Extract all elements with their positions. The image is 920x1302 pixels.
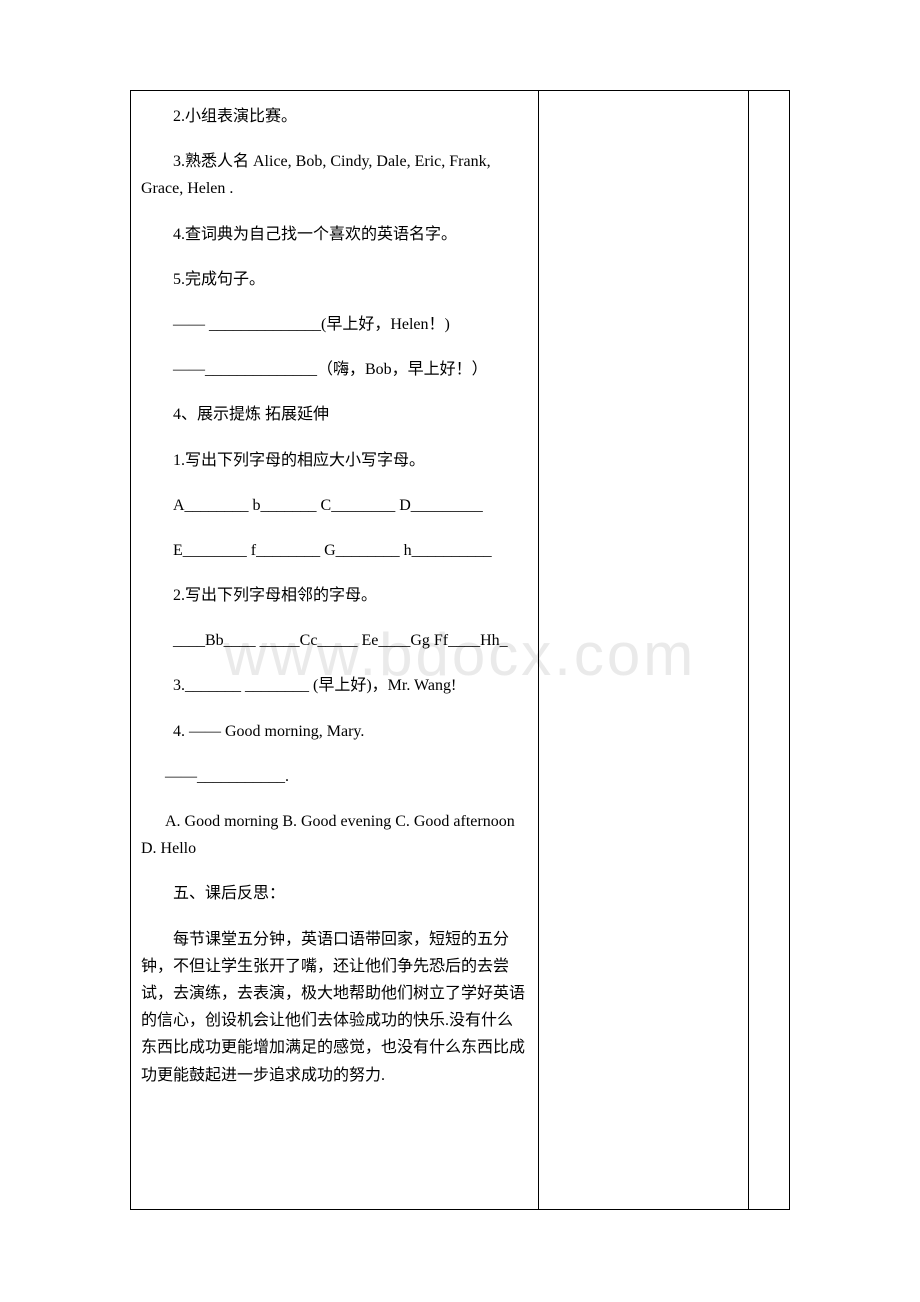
exercise-1-line-2: E________ f________ G________ h_________…: [141, 537, 528, 564]
middle-column: [539, 91, 749, 1209]
fill-blank-2: ——______________（嗨，Bob，早上好！）: [141, 356, 528, 383]
item-3: 3.熟悉人名 Alice, Bob, Cindy, Dale, Eric, Fr…: [141, 148, 528, 202]
exercise-1: 1.写出下列字母的相应大小写字母。: [141, 447, 528, 474]
page-container: 2.小组表演比赛。 3.熟悉人名 Alice, Bob, Cindy, Dale…: [0, 0, 920, 1302]
exercise-4-options: A. Good morning B. Good evening C. Good …: [141, 808, 528, 862]
table-wrapper: 2.小组表演比赛。 3.熟悉人名 Alice, Bob, Cindy, Dale…: [130, 90, 790, 1210]
item-4: 4.查词典为自己找一个喜欢的英语名字。: [141, 221, 528, 248]
right-column: [749, 91, 789, 1209]
reflection-paragraph: 每节课堂五分钟，英语口语带回家，短短的五分钟，不但让学生张开了嘴，还让他们争先恐…: [141, 926, 528, 1089]
exercise-4: 4. —— Good morning, Mary.: [141, 718, 528, 745]
exercise-1-line-1: A________ b_______ C________ D_________: [141, 492, 528, 519]
item-2: 2.小组表演比赛。: [141, 103, 528, 130]
exercise-2: 2.写出下列字母相邻的字母。: [141, 582, 528, 609]
exercise-2-line: ____Bb____ _____Cc_____ Ee____Gg Ff____H…: [141, 627, 528, 654]
exercise-4-response: ——___________.: [141, 763, 528, 790]
exercise-3: 3._______ ________ (早上好)，Mr. Wang!: [141, 672, 528, 699]
item-5: 5.完成句子。: [141, 266, 528, 293]
section-4-heading: 4、展示提炼 拓展延伸: [141, 401, 528, 428]
main-content-column: 2.小组表演比赛。 3.熟悉人名 Alice, Bob, Cindy, Dale…: [131, 91, 539, 1209]
fill-blank-1: —— ______________(早上好，Helen！): [141, 311, 528, 338]
section-5-heading: 五、课后反思：: [141, 880, 528, 907]
